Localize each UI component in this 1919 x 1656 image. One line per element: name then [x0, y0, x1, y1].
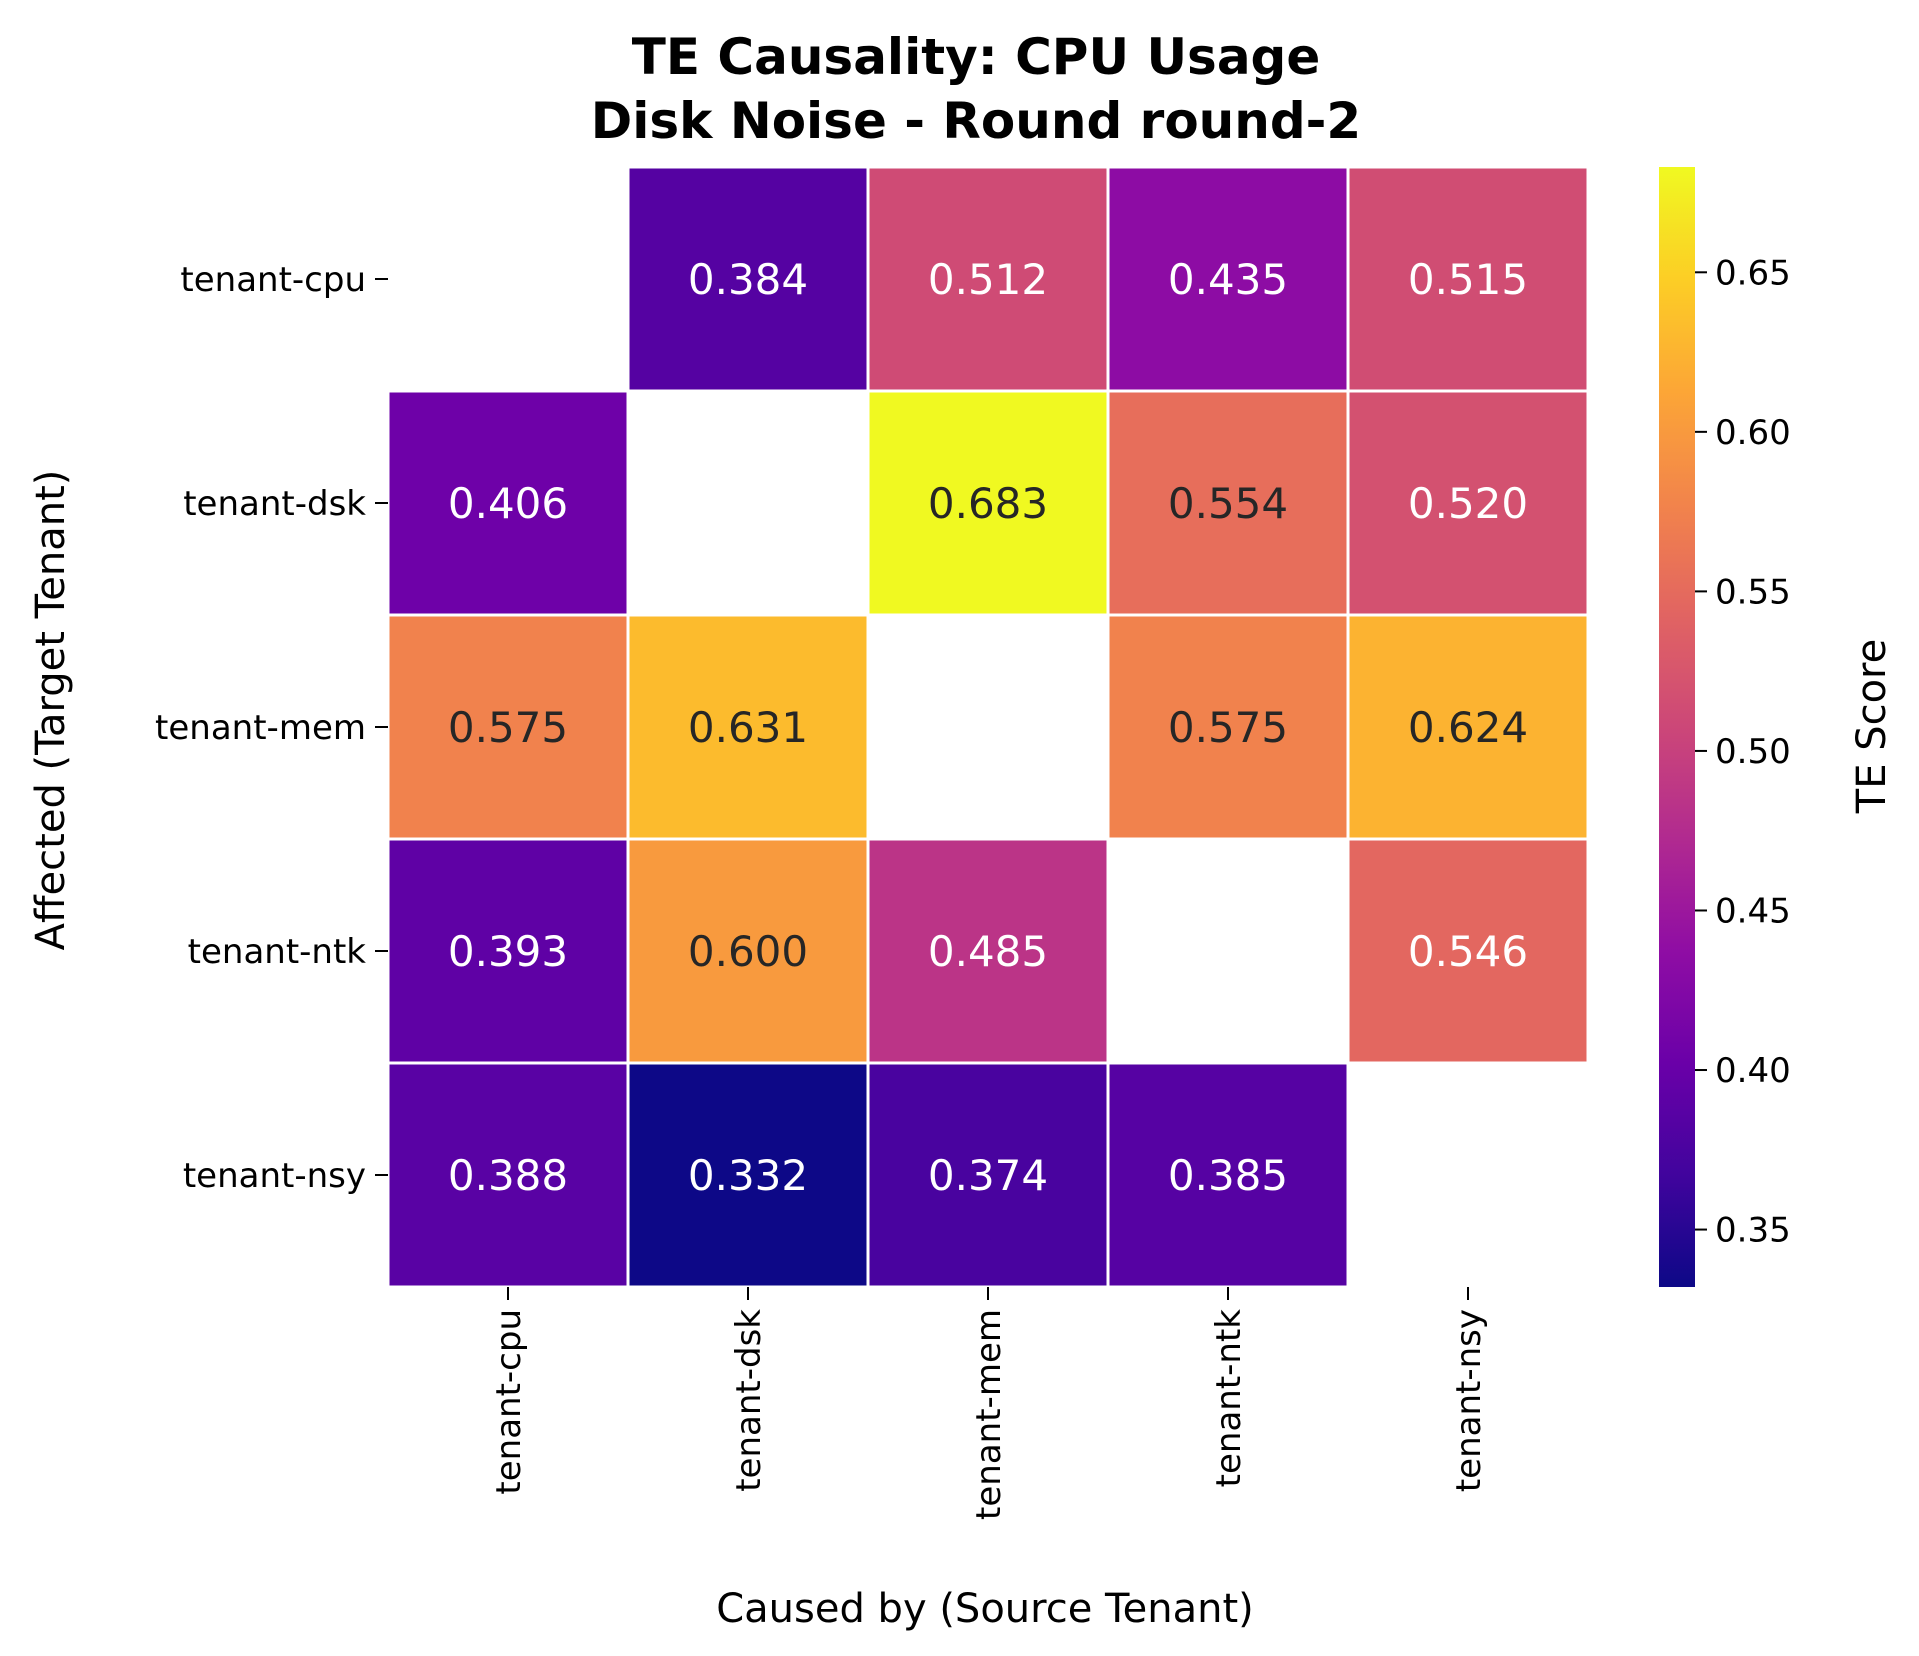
colorbar-tick-label: 0.45: [1715, 891, 1791, 931]
heatmap-cell: [1106, 165, 1350, 393]
colorbar-tick-label: 0.55: [1715, 572, 1791, 612]
cell-value-label: 0.554: [1168, 479, 1288, 528]
cell-value-label: 0.683: [928, 479, 1048, 528]
y-axis-label: Affected (Target Tenant): [28, 470, 74, 951]
cell-value-label: 0.388: [448, 1151, 568, 1200]
colorbar-label: TE Score: [1849, 639, 1895, 814]
heatmap-cell: [866, 389, 1110, 617]
colorbar-tick-label: 0.60: [1715, 413, 1791, 453]
heatmap-cell: [1346, 389, 1590, 617]
colorbar: 0.35 0.40 0.45 0.50 0.55 0.60 0.65: [1659, 167, 1791, 1287]
heatmap-cell: [626, 613, 870, 841]
heatmap-cell: [1346, 165, 1590, 393]
colorbar-gradient: [1659, 167, 1695, 1287]
x-tick-label: tenant-cpu: [489, 1309, 529, 1495]
heatmap-cell: [386, 837, 630, 1065]
colorbar-tick-label: 0.50: [1715, 732, 1791, 772]
chart-title-line-1: TE Causality: CPU Usage: [632, 28, 1321, 86]
chart-title-line-2: Disk Noise - Round round-2: [591, 92, 1361, 150]
heatmap-cell: [386, 389, 630, 617]
y-tick-label: tenant-ntk: [188, 932, 367, 972]
heatmap-cell: [1346, 837, 1590, 1065]
heatmap-cell: [1346, 613, 1590, 841]
cell-value-label: 0.485: [928, 927, 1048, 976]
cell-value-label: 0.631: [688, 703, 808, 752]
cell-value-label: 0.515: [1408, 255, 1528, 304]
y-tick-label: tenant-mem: [155, 708, 366, 748]
cell-value-label: 0.332: [688, 1151, 808, 1200]
cell-value-label: 0.546: [1408, 927, 1528, 976]
colorbar-tick-label: 0.65: [1715, 253, 1791, 293]
cell-value-label: 0.520: [1408, 479, 1528, 528]
x-axis-ticks: tenant-cpu tenant-dsk tenant-mem tenant-ntk…: [489, 1287, 1489, 1520]
y-tick-label: tenant-dsk: [183, 484, 366, 524]
y-tick-label: tenant-cpu: [180, 260, 366, 300]
heatmap-cell: [1106, 1061, 1350, 1289]
x-tick-label: tenant-mem: [969, 1309, 1009, 1520]
colorbar-tick-label: 0.35: [1715, 1211, 1791, 1251]
heatmap-cell: [626, 837, 870, 1065]
cell-value-label: 0.624: [1408, 703, 1528, 752]
cell-value-label: 0.600: [688, 927, 808, 976]
cell-value-label: 0.575: [448, 703, 568, 752]
x-tick-label: tenant-nsy: [1449, 1309, 1489, 1492]
cell-value-label: 0.406: [448, 479, 568, 528]
x-tick-label: tenant-dsk: [729, 1309, 769, 1492]
heatmap-cell: [866, 1061, 1110, 1289]
cell-value-label: 0.512: [928, 255, 1048, 304]
cell-value-label: 0.385: [1168, 1151, 1288, 1200]
heatmap-cell: [866, 837, 1110, 1065]
y-tick-label: tenant-nsy: [183, 1156, 366, 1196]
x-axis-label: Caused by (Source Tenant): [716, 1586, 1254, 1632]
cell-value-label: 0.384: [688, 255, 808, 304]
heatmap-cell: [866, 165, 1110, 393]
heatmap-cells: 0.384 0.512 0.435 0.515 0.406 0.683 0.554 0.520…: [386, 165, 1590, 1289]
cell-value-label: 0.374: [928, 1151, 1048, 1200]
colorbar-tick-label: 0.40: [1715, 1051, 1791, 1091]
cell-value-label: 0.575: [1168, 703, 1288, 752]
cell-value-label: 0.393: [448, 927, 568, 976]
heatmap-cell: [626, 1061, 870, 1289]
y-axis-ticks: tenant-cpu tenant-dsk tenant-mem tenant-ntk…: [155, 260, 388, 1196]
cell-value-label: 0.435: [1168, 255, 1288, 304]
heatmap-cell: [626, 165, 870, 393]
x-tick-label: tenant-ntk: [1209, 1309, 1249, 1488]
